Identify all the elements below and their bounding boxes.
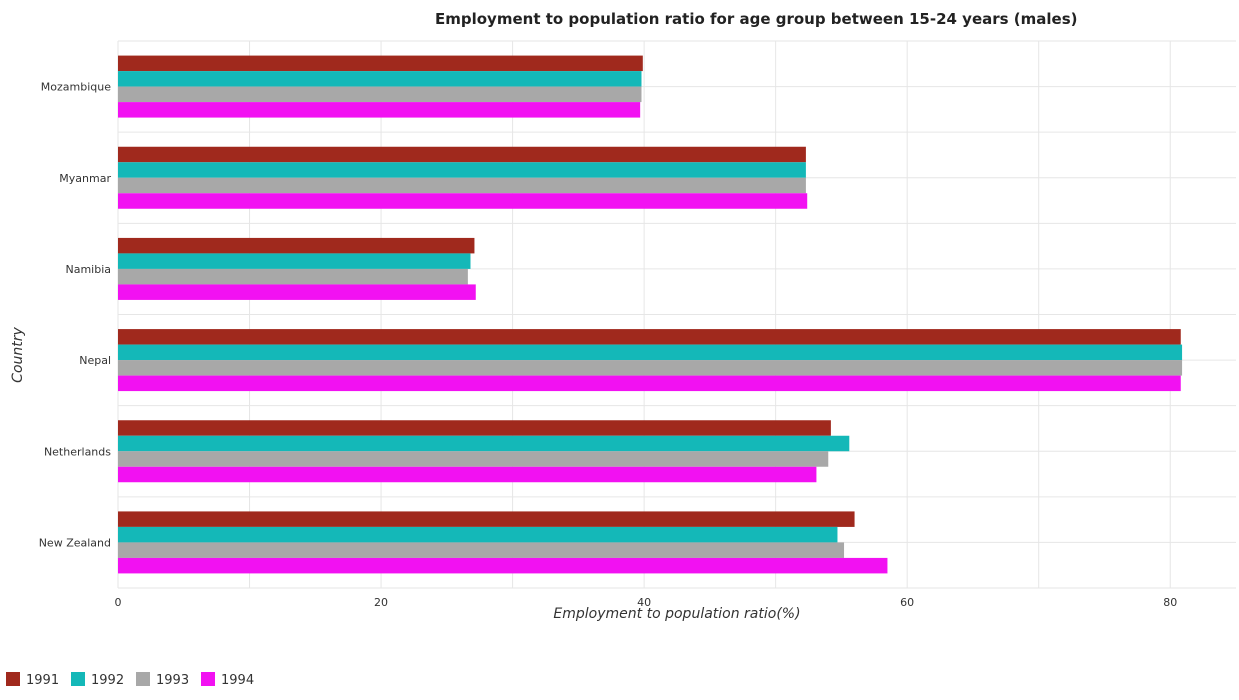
bar-1992-nepal — [118, 344, 1183, 361]
bar-1991-new-zealand — [118, 511, 855, 527]
bar-1991-mozambique — [118, 55, 643, 72]
x-tick-label: 80 — [1163, 596, 1177, 609]
y-tick-label: Netherlands — [44, 445, 111, 458]
x-tick-label: 20 — [374, 596, 388, 609]
bar-1994-nepal — [118, 375, 1181, 392]
bar-1992-new-zealand — [118, 526, 838, 543]
legend-swatch — [71, 672, 85, 686]
bar-1991-nepal — [118, 329, 1181, 345]
x-tick-label: 0 — [115, 596, 122, 609]
bar-1992-netherlands — [118, 435, 850, 452]
bar-1992-mozambique — [118, 71, 642, 87]
y-tick-label: Mozambique — [41, 81, 111, 94]
legend-swatch — [201, 672, 215, 686]
grid-lines — [117, 40, 1236, 589]
bar-1992-myanmar — [118, 162, 806, 178]
y-axis-label: Country — [10, 326, 26, 382]
bar-1994-netherlands — [118, 466, 817, 483]
legend-label: 1994 — [221, 673, 254, 688]
legend-label: 1991 — [26, 673, 59, 688]
bar-1991-namibia — [118, 237, 475, 254]
y-tick-label: New Zealand — [39, 536, 111, 549]
legend-label: 1993 — [156, 673, 189, 688]
bar-1993-namibia — [118, 268, 468, 285]
legend-swatch — [136, 672, 150, 686]
bar-1993-nepal — [118, 360, 1183, 376]
y-tick-label: Myanmar — [59, 172, 111, 185]
bar-1994-new-zealand — [118, 557, 888, 574]
x-tick-labels: 0 20 40 60 80 — [115, 596, 1178, 609]
legend-label: 1992 — [91, 673, 124, 688]
bar-1993-netherlands — [118, 451, 829, 467]
bars — [118, 55, 1183, 574]
bar-1993-new-zealand — [118, 542, 845, 558]
legend-swatch — [6, 672, 20, 686]
chart-title: Employment to population ratio for age g… — [435, 10, 1078, 28]
bar-1991-myanmar — [118, 146, 806, 163]
x-tick-label: 40 — [637, 596, 651, 609]
bar-1993-myanmar — [118, 177, 806, 194]
bar-1993-mozambique — [118, 86, 642, 103]
y-tick-label: Nepal — [79, 354, 111, 367]
legend: 1991 1992 1993 1994 — [6, 672, 254, 688]
bar-1994-namibia — [118, 284, 476, 300]
y-tick-label: Namibia — [65, 263, 111, 276]
bar-1992-namibia — [118, 253, 471, 269]
x-tick-label: 60 — [900, 596, 914, 609]
bar-1994-myanmar — [118, 193, 808, 209]
bar-1991-netherlands — [118, 420, 831, 436]
bar-1994-mozambique — [118, 102, 641, 118]
x-axis-label: Employment to population ratio(%) — [553, 606, 800, 622]
y-tick-labels: Mozambique Myanmar Namibia Nepal Netherlands… — [39, 81, 112, 550]
